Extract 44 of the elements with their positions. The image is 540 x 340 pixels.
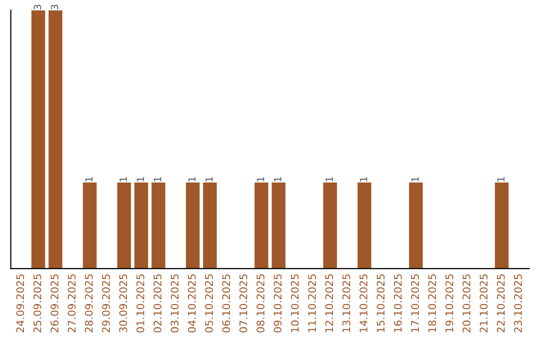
x-tick-label: 22.10.2025	[496, 274, 505, 332]
data-label: 1	[257, 177, 264, 182]
data-label: 3	[50, 4, 58, 10]
x-tick-label: 19.10.2025	[445, 274, 454, 332]
x-tick-label: 30.09.2025	[119, 274, 128, 332]
x-tick-label: 13.10.2025	[342, 274, 350, 332]
x-tick-label: 15.10.2025	[376, 274, 385, 332]
data-label: 1	[85, 177, 92, 182]
x-tick-label: 03.10.2025	[170, 274, 179, 332]
data-label: 1	[497, 177, 504, 182]
x-tick-label: 16.10.2025	[394, 274, 402, 332]
data-label: 1	[120, 177, 127, 182]
x-tick-label: 12.10.2025	[325, 274, 334, 332]
x-tick-label: 08.10.2025	[256, 274, 264, 332]
x-tick-label: 11.10.2025	[308, 274, 316, 332]
data-label: 1	[188, 177, 196, 182]
x-tick-label: 24.09.2025	[16, 274, 24, 332]
x-tick-label: 17.10.2025	[411, 274, 419, 332]
data-label: 1	[360, 177, 368, 182]
x-tick-label: 09.10.2025	[274, 274, 282, 332]
x-tick-label: 21.10.2025	[480, 274, 488, 332]
x-tick-label: 25.09.2025	[33, 274, 42, 332]
x-tick-label: 23.10.2025	[514, 274, 522, 332]
x-tick-label: 01.10.2025	[136, 274, 144, 332]
data-label: 1	[274, 177, 282, 182]
x-tick-label: 18.10.2025	[428, 274, 436, 332]
x-tick-label: 10.10.2025	[290, 274, 299, 332]
x-tick-label: 05.10.2025	[205, 274, 213, 332]
x-tick-label: 02.10.2025	[154, 274, 162, 332]
x-tick-label: 07.10.2025	[239, 274, 248, 332]
x-tick-label: 04.10.2025	[188, 274, 196, 332]
x-tick-label: 20.10.2025	[462, 274, 470, 332]
x-tick-label: 14.10.2025	[360, 274, 368, 332]
data-label: 1	[326, 177, 333, 182]
data-label: 1	[136, 177, 144, 182]
x-tick-label: 26.09.2025	[50, 274, 58, 332]
data-label: 1	[154, 177, 162, 182]
data-label: 1	[206, 177, 213, 182]
data-label: 1	[412, 177, 419, 182]
data-label: 3	[34, 4, 42, 10]
x-tick-label: 06.10.2025	[222, 274, 230, 332]
x-tick-label: 29.09.2025	[102, 274, 110, 332]
x-tick-label: 27.09.2025	[68, 274, 76, 332]
x-tick-label: 28.09.2025	[84, 274, 93, 332]
